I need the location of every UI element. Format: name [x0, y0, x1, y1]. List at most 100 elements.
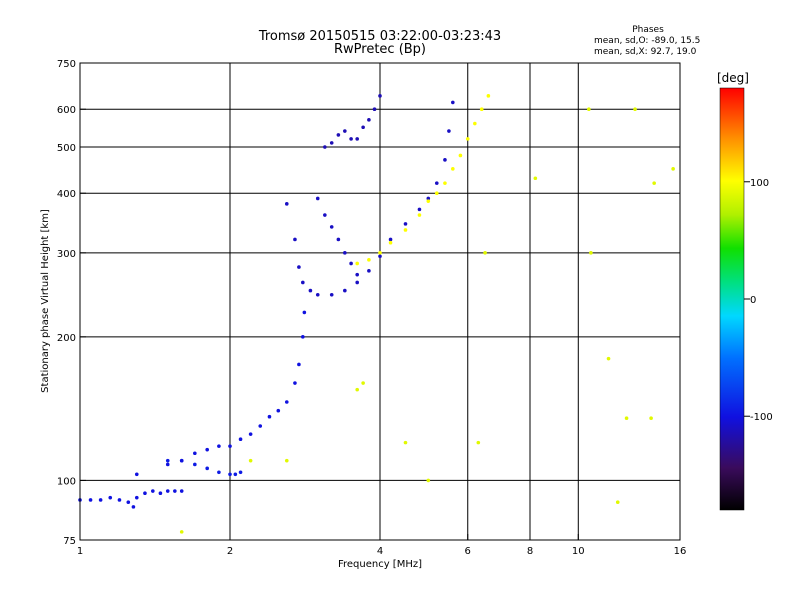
data-point [451, 100, 455, 105]
data-point [343, 129, 347, 133]
data-point [126, 500, 131, 505]
x-tick-label: 4 [377, 546, 383, 557]
data-point [301, 280, 305, 285]
data-point [426, 199, 431, 203]
data-point [649, 416, 653, 421]
data-point [329, 225, 334, 229]
y-tick-label: 600 [57, 105, 76, 116]
data-point [589, 251, 593, 255]
data-point [533, 176, 538, 181]
data-point [606, 356, 611, 361]
data-point [329, 292, 334, 297]
y-tick-label: 300 [57, 249, 76, 260]
data-point [158, 491, 163, 496]
data-point [217, 470, 221, 475]
stats-heading: Phases [632, 25, 664, 35]
data-point [447, 129, 451, 133]
data-point [367, 269, 371, 273]
data-point [217, 444, 221, 448]
x-axis-ticks: 1 2 4 6 8 10 16 [77, 534, 686, 557]
data-point [378, 254, 382, 259]
data-point [388, 240, 393, 245]
data-point [343, 251, 347, 255]
data-point [248, 432, 253, 436]
data-point [228, 472, 232, 477]
data-point [301, 335, 305, 339]
data-point [284, 400, 289, 404]
data-point [633, 107, 637, 112]
data-point [165, 489, 170, 493]
y-axis-ticks: 75 100 200 300 400 500 600 750 [57, 59, 86, 547]
data-point [652, 181, 656, 185]
data-point [615, 500, 620, 505]
data-point [173, 489, 177, 493]
data-point [367, 118, 371, 122]
data-points [78, 94, 675, 534]
data-point [293, 237, 297, 242]
data-point [193, 462, 197, 467]
x-axis-label: Frequency [MHz] [338, 559, 422, 570]
data-point [458, 153, 463, 158]
data-point [434, 181, 439, 185]
colorbar-ticks: -100 0 100 [744, 178, 773, 423]
data-point [205, 447, 209, 452]
data-point [117, 498, 122, 502]
data-point [205, 466, 209, 471]
data-point [434, 191, 439, 196]
x-tick-label: 10 [572, 546, 585, 557]
data-point [417, 213, 422, 217]
data-point [378, 94, 382, 98]
data-point [403, 440, 408, 445]
data-point [355, 387, 359, 392]
data-point [624, 416, 629, 421]
grid-lines [80, 63, 680, 540]
data-point [587, 107, 591, 112]
data-point [134, 472, 139, 477]
data-point [671, 167, 675, 171]
y-tick-label: 400 [57, 189, 76, 200]
chart-title: Tromsø 20150515 03:22:00-03:23:43 [258, 29, 501, 44]
data-point [293, 381, 297, 385]
data-point [238, 437, 243, 442]
data-point [451, 167, 455, 171]
data-point [297, 362, 301, 367]
data-point [349, 261, 353, 266]
y-tick-label: 200 [57, 333, 76, 344]
data-point [179, 458, 184, 463]
colorbar-tick-label: -100 [750, 412, 773, 423]
data-point [355, 280, 359, 285]
colorbar-tick-label: 100 [750, 178, 769, 189]
data-point [476, 440, 481, 445]
data-point [165, 462, 170, 467]
data-point [258, 424, 263, 428]
data-point [193, 451, 197, 456]
data-point [372, 107, 377, 112]
data-point [426, 196, 431, 201]
data-point [336, 237, 341, 242]
data-point [276, 408, 281, 413]
y-tick-label: 100 [57, 476, 76, 487]
data-point [297, 265, 301, 269]
data-point [179, 530, 184, 534]
data-point [323, 145, 327, 149]
data-point [443, 181, 447, 185]
chart-subtitle: RwPretec (Bp) [334, 42, 426, 57]
data-point [336, 133, 341, 137]
stats-x-line: mean, sd,X: 92.7, 19.0 [594, 47, 697, 57]
data-point [378, 251, 382, 255]
data-point [361, 125, 365, 130]
data-point [108, 495, 113, 500]
data-point [355, 272, 359, 277]
data-point [323, 213, 327, 217]
data-point [284, 458, 289, 463]
data-point [134, 495, 139, 500]
data-point [165, 458, 170, 463]
data-point [233, 472, 238, 477]
data-point [403, 228, 408, 232]
data-point [308, 288, 313, 293]
colorbar-tick-label: 0 [750, 295, 756, 306]
colorbar [719, 87, 745, 511]
x-tick-label: 6 [465, 546, 471, 557]
data-point [88, 498, 93, 502]
data-point [343, 288, 347, 293]
